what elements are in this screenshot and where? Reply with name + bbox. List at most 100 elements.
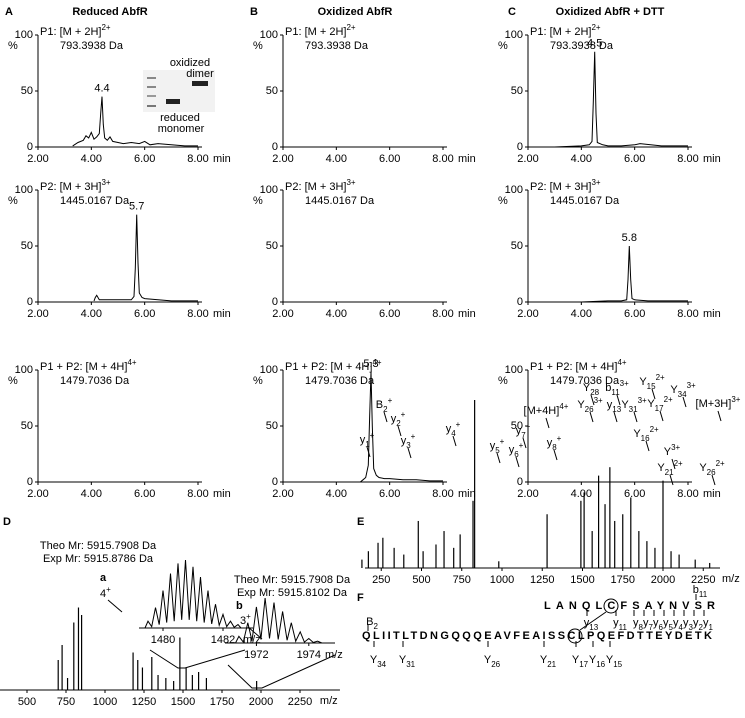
ion-label-part: 3+ — [731, 395, 740, 404]
ion-arrow — [452, 435, 457, 447]
x-tick-label: 1250 — [530, 574, 554, 586]
ion-label: [M+4H]4+ — [524, 402, 569, 417]
fragment-label-part: Y — [572, 654, 580, 666]
chart-title-part: 4+ — [372, 358, 381, 367]
gel-label: oxidized — [170, 57, 210, 69]
ion-label: y5+ — [490, 437, 505, 455]
peak-label: 5.7 — [129, 201, 144, 213]
chart-subtitle: 793.3938 Da — [60, 40, 124, 52]
ion-label-part: + — [411, 432, 416, 441]
x-axis-label: min — [213, 488, 231, 500]
ion-label-part: 3+ — [687, 381, 696, 390]
x-tick-label: 6.00 — [379, 153, 400, 165]
y-axis-label: % — [253, 40, 263, 52]
fragment-label-part: 8 — [639, 623, 644, 632]
ion-label-part: 26 — [707, 468, 716, 477]
gel-label: monomer — [158, 123, 205, 135]
x-tick-label: 4.00 — [81, 153, 102, 165]
ion-arrow — [590, 394, 595, 406]
ion-label: y2+ — [391, 410, 406, 428]
fragment-label-part: 2 — [373, 622, 378, 631]
ion-arrow — [496, 452, 501, 464]
fragment-label-part: Y — [399, 654, 407, 666]
fragment-label-part: Y — [589, 654, 597, 666]
x-tick-label: 500 — [412, 574, 430, 586]
inset-connector — [149, 649, 246, 669]
ion-label: Y172+ — [647, 395, 673, 413]
ion-arrow — [711, 474, 716, 486]
x-axis-label: m/z — [722, 573, 740, 585]
mass-annotation: Exp Mr: 5915.8102 Da — [237, 587, 348, 599]
ion-label-part: B — [376, 399, 383, 411]
chart-title-part: P2: [M + 3H] — [40, 181, 101, 193]
panel-title: Oxidized AbfR + DTT — [556, 6, 665, 18]
cysteine-circle — [567, 628, 583, 644]
fragment-label-part: 16 — [596, 660, 605, 669]
ion-label: y8+ — [547, 434, 562, 452]
x-tick-label: 8.00 — [432, 308, 453, 320]
y-axis-label: % — [498, 195, 508, 207]
chart-title: P1 + P2: [M + 4H]4+ — [530, 358, 627, 373]
fragment-label-part: y — [693, 617, 699, 629]
ion-label-part: 6 — [514, 450, 519, 459]
fragment-label-part: Y — [606, 654, 614, 666]
x-tick-label: 1500 — [171, 696, 195, 708]
ion-label-part: + — [388, 396, 393, 405]
ion-label-part: + — [557, 434, 562, 443]
y-tick-label: 50 — [511, 85, 523, 97]
y-tick-label: 0 — [272, 296, 278, 308]
ion-label-part: 3+ — [620, 379, 629, 388]
y-tick-label: 0 — [27, 296, 33, 308]
trace — [72, 96, 198, 147]
chart-title-part: P1 + P2: [M + 4H] — [285, 361, 372, 373]
ion-label-part: 3 — [406, 441, 411, 450]
chart-title-part: 2+ — [101, 23, 110, 32]
ion-label-part: Y — [621, 399, 629, 411]
x-tick-label: 1750 — [210, 696, 234, 708]
peak-label: 5.8 — [622, 232, 637, 244]
y-tick-label: 100 — [15, 364, 33, 376]
ion-label: y3+ — [401, 432, 416, 450]
ion-label-part: y — [360, 434, 366, 446]
ion-label-part: 8 — [552, 443, 557, 452]
dimer-band — [192, 81, 208, 86]
x-tick-label: 8.00 — [432, 488, 453, 500]
fragment-label: Y31 — [399, 654, 416, 669]
fragment-label-part: 15 — [613, 660, 622, 669]
x-tick-label: 6.00 — [134, 488, 155, 500]
trace — [235, 597, 323, 644]
inset-tag: a — [100, 572, 107, 584]
ion-label: [M+3H]3+ — [696, 395, 741, 410]
x-tick-label: 2250 — [288, 696, 312, 708]
y-tick-label: 100 — [260, 364, 278, 376]
ion-arrow — [633, 411, 638, 423]
fragment-label-part: 13 — [589, 623, 598, 632]
ion-label-part: 28 — [590, 388, 599, 397]
ion-label: Y3+ — [664, 443, 681, 458]
ion-label: Y263+ — [577, 396, 603, 414]
x-tick-label: 2250 — [691, 574, 715, 586]
ion-label: Y152+ — [639, 373, 665, 391]
y-axis-label: % — [8, 195, 18, 207]
inset-tag: b — [236, 600, 243, 612]
y-tick-label: 50 — [266, 420, 278, 432]
y-tick-label: 0 — [272, 141, 278, 153]
x-axis-label: min — [458, 153, 476, 165]
x-tick-label: 2.00 — [27, 308, 48, 320]
y-tick-label: 100 — [505, 29, 523, 41]
x-tick-label: 6.00 — [624, 153, 645, 165]
fragment-label-part: y — [653, 617, 659, 629]
chart-subtitle: 793.3938 Da — [550, 40, 614, 52]
x-tick-label: 2.00 — [517, 308, 538, 320]
x-tick-label: 8.00 — [187, 308, 208, 320]
fragment-label: y5 — [663, 617, 674, 632]
chart-title: P2: [M + 3H]3+ — [40, 178, 111, 193]
y-tick-label: 50 — [21, 420, 33, 432]
ion-label-part: 5 — [495, 446, 500, 455]
ion-label-part: y — [516, 425, 522, 437]
ion-label-part: + — [519, 441, 524, 450]
ion-arrow — [553, 449, 558, 461]
x-tick-label: 4.00 — [81, 308, 102, 320]
ion-label-part: 2 — [396, 419, 401, 428]
